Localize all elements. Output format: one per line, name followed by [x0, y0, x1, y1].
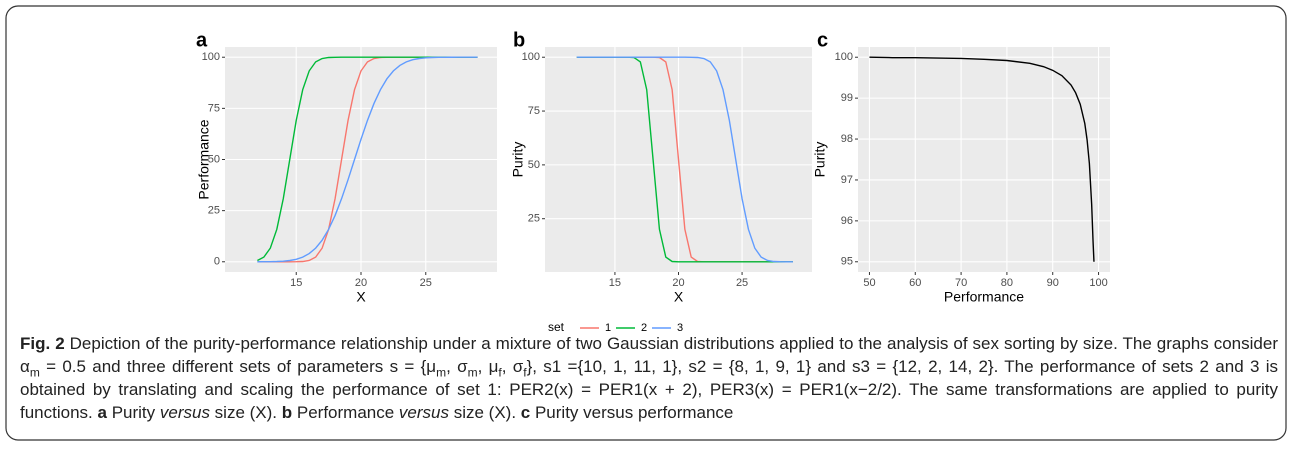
- caption-text: , σ: [501, 357, 524, 376]
- x-tick-label: 15: [290, 277, 302, 289]
- panel-label: b: [513, 29, 525, 51]
- caption-text: Performance: [292, 403, 399, 422]
- legend-label: 3: [677, 322, 683, 334]
- series-line: [257, 56, 478, 263]
- y-tick-label: 75: [208, 102, 220, 114]
- caption: Fig. 2 Depiction of the purity-performan…: [20, 332, 1278, 424]
- y-tick-label: 100: [202, 51, 220, 63]
- legend-label: 1: [605, 322, 611, 334]
- caption-italic: versus: [159, 403, 210, 422]
- y-axis-title: Purity: [510, 142, 526, 178]
- y-tick-label: 0: [214, 256, 220, 268]
- caption-text: }, s1 ={10, 1, 11, 1}, s2 = {8, 1, 9, 1}…: [20, 357, 1278, 422]
- caption-panel: c: [520, 403, 531, 422]
- y-tick-label: 95: [841, 256, 853, 268]
- y-tick-label: 25: [528, 213, 540, 225]
- legend-label: 2: [641, 322, 647, 334]
- y-axis-title: Performance: [196, 119, 212, 199]
- y-tick-label: 96: [841, 215, 853, 227]
- caption-sub: m: [467, 365, 478, 380]
- y-tick-label: 50: [528, 159, 540, 171]
- x-tick-label: 20: [355, 277, 367, 289]
- y-tick-label: 100: [522, 51, 540, 63]
- caption-sub: m: [29, 365, 40, 380]
- caption-text: Depiction of the purity-performance rela…: [20, 334, 1278, 376]
- x-tick-label: 50: [863, 277, 875, 289]
- y-tick-label: 99: [841, 92, 853, 104]
- x-tick-label: 100: [1089, 277, 1107, 289]
- y-tick-label: 25: [208, 205, 220, 217]
- caption-text: size (X).: [448, 403, 521, 422]
- caption-sub: f: [498, 365, 502, 380]
- caption-text: , μ: [477, 357, 499, 376]
- caption-sub: m: [436, 365, 447, 380]
- x-tick-label: 70: [955, 277, 967, 289]
- panel-background: [858, 47, 1110, 272]
- x-axis-title: X: [674, 289, 684, 305]
- series-line: [576, 56, 793, 263]
- panel-label: a: [196, 29, 208, 51]
- figure-border: [5, 5, 1287, 441]
- series-line: [869, 56, 1095, 262]
- caption-text: , σ: [446, 357, 468, 376]
- x-tick-label: 90: [1047, 277, 1059, 289]
- caption-text: = 0.5 and three different sets of parame…: [39, 357, 437, 376]
- x-tick-label: 25: [736, 277, 748, 289]
- y-tick-label: 97: [841, 174, 853, 186]
- x-axis-title: X: [356, 289, 366, 305]
- x-tick-label: 80: [1001, 277, 1013, 289]
- x-tick-label: 15: [609, 277, 621, 289]
- caption-panel: b: [281, 403, 293, 422]
- panel-label: c: [817, 29, 828, 51]
- caption-italic: versus: [398, 403, 449, 422]
- y-axis-title: Purity: [812, 142, 828, 178]
- y-tick-label: 50: [208, 153, 220, 165]
- y-tick-label: 98: [841, 133, 853, 145]
- caption-text: Purity: [106, 403, 160, 422]
- y-tick-label: 75: [528, 105, 540, 117]
- x-axis-title: Performance: [944, 289, 1024, 305]
- caption-label: Fig. 2: [20, 334, 65, 353]
- x-tick-label: 20: [672, 277, 684, 289]
- caption-text: Purity versus performance: [530, 403, 734, 422]
- caption-panel: a: [97, 403, 107, 422]
- caption-text: size (X).: [209, 403, 282, 422]
- caption-sub: f: [523, 365, 527, 380]
- y-tick-label: 100: [835, 51, 853, 63]
- legend-title: set: [548, 320, 565, 334]
- x-tick-label: 60: [909, 277, 921, 289]
- x-tick-label: 25: [420, 277, 432, 289]
